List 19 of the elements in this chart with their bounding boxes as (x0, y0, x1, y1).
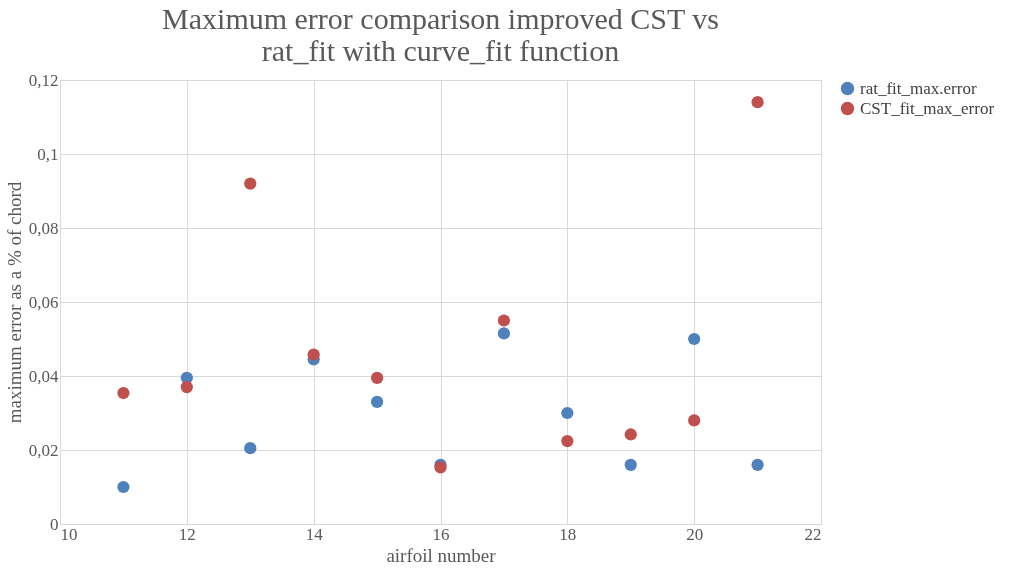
x-axis-title: airfoil number (386, 544, 497, 566)
x-tick-label: 18 (559, 524, 577, 544)
y-tick-label: 0 (50, 514, 59, 534)
y-tick-label: 0,02 (28, 440, 59, 460)
x-tick-label: 16 (432, 524, 450, 544)
legend-label: CST_fit_max_error (860, 98, 995, 118)
chart-title: Maximum error comparison improved CST vs rat_fit with curve_fit function (162, 2, 719, 67)
x-tick-label: 14 (305, 524, 324, 544)
y-tick-label: 0,06 (28, 292, 59, 312)
x-tick-label: 12 (178, 524, 196, 544)
x-tick-label: 22 (804, 524, 822, 544)
y-tick-label: 0,04 (28, 366, 59, 386)
x-tick-label: 10 (60, 524, 78, 544)
y-tick-label: 0,1 (37, 144, 59, 164)
y-tick-label: 0,12 (28, 70, 59, 90)
y-tick-label: 0,08 (28, 218, 59, 238)
y-axis-title: maximum error as a % of chord (3, 181, 25, 424)
legend-label: rat_fit_max.error (860, 78, 977, 98)
x-tick-label: 20 (686, 524, 704, 544)
